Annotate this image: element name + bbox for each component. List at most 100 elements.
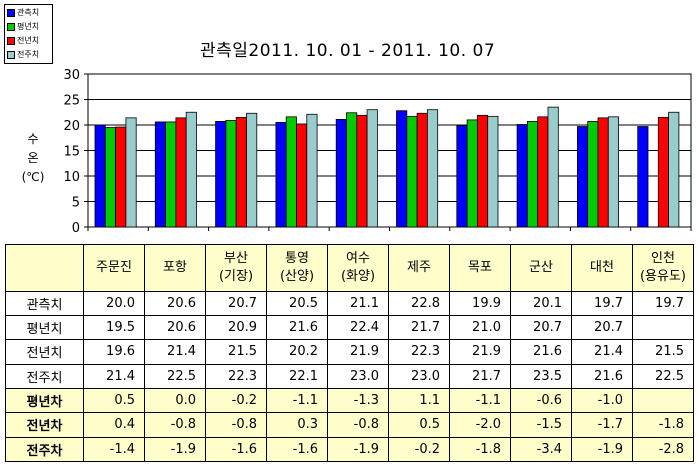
table-row: 평년치 19.5 20.6 20.9 21.6 22.4 21.7 21.0 20.7 20.7 (5, 314, 694, 341)
table-cell: 20.6 (144, 290, 206, 316)
bar (537, 116, 549, 228)
table-cell: -1.9 (327, 436, 389, 463)
table-cell: 20.1 (510, 290, 572, 316)
bar (356, 114, 368, 228)
row-header: 평년차 (5, 387, 84, 414)
bar (306, 113, 318, 228)
table-cell: 20.5 (266, 290, 328, 316)
y-axis-label-line: 수 (27, 132, 39, 146)
legend-item: 관측치 (7, 6, 50, 20)
table-cell: -1.9 (571, 436, 633, 463)
bar (346, 112, 358, 228)
bar (406, 115, 418, 228)
table-cell: 21.1 (327, 290, 389, 316)
bar (165, 121, 177, 228)
station-header: 인천 (용유도) (632, 244, 694, 292)
table-cell: -2.8 (632, 436, 694, 463)
bar (235, 116, 247, 228)
table-cell: -0.6 (510, 387, 572, 414)
table-cell: -0.2 (388, 436, 450, 463)
y-axis-label-line: (℃) (21, 170, 45, 184)
table-cell: 0.0 (144, 387, 206, 414)
bar (587, 121, 599, 228)
table-cell: 1.1 (388, 387, 450, 414)
station-header: 제주 (388, 244, 450, 292)
table-cell: -0.2 (205, 387, 267, 414)
bar (487, 115, 499, 228)
table-cell: -1.6 (266, 436, 328, 463)
bar (577, 126, 589, 228)
bar (547, 106, 559, 228)
table-cell: -0.8 (327, 412, 389, 438)
table-cell (632, 314, 694, 341)
table-cell: 22.8 (388, 290, 450, 316)
table-cell: -1.8 (449, 436, 511, 463)
station-header: 목포 (449, 244, 511, 292)
bar (175, 117, 187, 228)
table-cell: 22.3 (205, 363, 267, 389)
station-name: 여수 (346, 250, 370, 266)
station-name: 제주 (407, 259, 431, 275)
table-cell: 19.7 (571, 290, 633, 316)
table-cell: 22.1 (266, 363, 328, 389)
legend-label: 관측치 (17, 8, 40, 17)
bar (466, 119, 478, 228)
table-cell: 20.9 (205, 314, 267, 341)
table-cell: -3.4 (510, 436, 572, 463)
bar (215, 121, 227, 228)
station-subname: (산양) (279, 268, 315, 284)
table-cell: 23.5 (510, 363, 572, 389)
table-cell: 21.7 (388, 314, 450, 341)
station-name: 인천 (651, 250, 675, 266)
table-cell: 21.9 (449, 339, 511, 365)
table-cell: -0.8 (144, 412, 206, 438)
table-corner-cell (5, 244, 84, 292)
chart-title: 관측일2011. 10. 01 - 2011. 10. 07 (200, 41, 496, 61)
station-header: 군산 (510, 244, 572, 292)
y-tick-label: 25 (63, 94, 80, 109)
table-cell: 20.2 (266, 339, 328, 365)
bar (335, 118, 347, 228)
table-cell: 21.5 (205, 339, 267, 365)
table-cell: 19.9 (449, 290, 511, 316)
bar (476, 114, 489, 228)
bar (296, 123, 308, 228)
station-header: 여수 (화양) (327, 244, 389, 292)
table-cell: 21.4 (571, 339, 633, 365)
legend-swatch (7, 51, 15, 59)
table-cell: 20.7 (205, 290, 267, 316)
table-cell: 21.6 (510, 339, 572, 365)
station-header: 부산 (기장) (205, 244, 267, 292)
station-name: 대천 (590, 259, 614, 275)
table-cell: -2.0 (449, 412, 511, 438)
data-table: 주문진 포항 부산 (기장) 통영 (산양) 여수 (화양) 제주 목포 군산 대천 인천 (용유도) 관측… (5, 244, 694, 463)
bar (426, 109, 439, 228)
table-cell: -1.1 (449, 387, 511, 414)
row-header: 관측치 (5, 290, 84, 316)
station-header: 대천 (571, 244, 633, 292)
legend-item: 전주치 (7, 48, 50, 62)
table-row: 관측치 20.0 20.6 20.7 20.5 21.1 22.8 19.9 20.1 19.7 1… (5, 290, 694, 316)
station-name: 군산 (529, 259, 553, 275)
row-header: 평년치 (5, 314, 84, 341)
table-cell: 19.5 (83, 314, 145, 341)
table-cell: 22.3 (388, 339, 450, 365)
table-cell: -1.8 (632, 412, 694, 438)
table-header-row: 주문진 포항 부산 (기장) 통영 (산양) 여수 (화양) 제주 목포 군산 대천 인천 (용유도) (5, 244, 694, 292)
table-cell (632, 387, 694, 414)
bar (225, 120, 237, 228)
station-header: 포항 (144, 244, 206, 292)
table-cell: -1.7 (571, 412, 633, 438)
table-cell: 21.6 (266, 314, 328, 341)
table-cell: 20.7 (510, 314, 572, 341)
bar (125, 117, 137, 228)
station-name: 부산 (224, 250, 248, 266)
table-cell: -1.1 (266, 387, 328, 414)
bar (516, 124, 528, 228)
bar (185, 111, 197, 228)
table-cell: 21.4 (83, 363, 145, 389)
table-row-difference: 전년차 0.4 -0.8 -0.8 0.3 -0.8 0.5 -2.0 -1.5 -1.7 -1.8 (5, 412, 694, 438)
table-cell: 0.3 (266, 412, 328, 438)
table-cell: 0.5 (83, 387, 145, 414)
station-subname: (화양) (340, 268, 376, 284)
